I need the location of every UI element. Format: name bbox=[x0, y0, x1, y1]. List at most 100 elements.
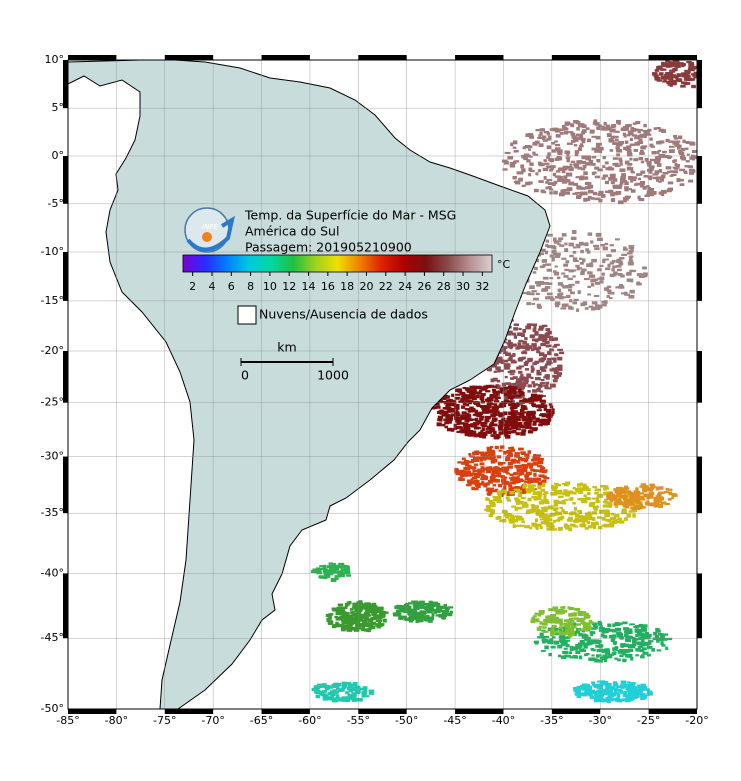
sst-pixel bbox=[653, 160, 659, 163]
sst-pixel bbox=[494, 479, 500, 483]
sst-pixel bbox=[339, 608, 345, 612]
sst-pixel bbox=[335, 694, 340, 698]
sst-pixel bbox=[626, 513, 632, 518]
sst-pixel bbox=[655, 495, 662, 499]
sst-pixel bbox=[365, 616, 370, 620]
sst-pixel bbox=[509, 161, 516, 166]
sst-pixel bbox=[604, 498, 608, 502]
lon-tick-label: -80° bbox=[105, 714, 128, 727]
sst-pixel bbox=[510, 487, 515, 492]
sst-pixel bbox=[472, 477, 478, 480]
sst-pixel bbox=[557, 282, 563, 286]
sst-pixel bbox=[408, 612, 412, 616]
sst-pixel bbox=[607, 501, 613, 506]
sst-pixel bbox=[637, 195, 641, 200]
sst-pixel bbox=[579, 257, 583, 261]
sst-pixel bbox=[513, 327, 519, 331]
frame-bar bbox=[261, 709, 310, 714]
sst-pixel bbox=[638, 157, 644, 161]
sst-pixel bbox=[680, 155, 686, 159]
sst-pixel bbox=[560, 515, 565, 519]
sst-pixel bbox=[630, 269, 637, 273]
sst-pixel bbox=[525, 511, 531, 515]
sst-pixel bbox=[608, 189, 614, 194]
sst-pixel bbox=[524, 400, 530, 404]
sst-pixel bbox=[408, 605, 412, 609]
sst-pixel bbox=[536, 372, 541, 376]
sst-pixel bbox=[544, 506, 549, 511]
sst-pixel bbox=[490, 487, 494, 492]
sst-pixel bbox=[629, 157, 633, 161]
sst-pixel bbox=[640, 160, 645, 164]
sst-pixel bbox=[523, 153, 530, 158]
sst-pixel bbox=[577, 687, 581, 692]
sst-pixel bbox=[628, 500, 633, 504]
sst-pixel bbox=[650, 158, 656, 162]
sst-pixel bbox=[690, 78, 696, 81]
sst-pixel bbox=[542, 135, 547, 139]
sst-pixel bbox=[601, 682, 607, 686]
sst-pixel bbox=[543, 376, 547, 379]
sst-pixel bbox=[642, 266, 647, 270]
sst-pixel bbox=[582, 191, 588, 196]
sst-pixel bbox=[613, 518, 618, 522]
sst-pixel bbox=[513, 323, 520, 326]
sst-pixel bbox=[554, 301, 561, 306]
sst-pixel bbox=[473, 426, 480, 430]
sst-pixel bbox=[593, 119, 598, 124]
sst-pixel bbox=[525, 377, 529, 381]
sst-pixel bbox=[630, 656, 634, 661]
sst-pixel bbox=[577, 498, 582, 501]
sst-pixel bbox=[624, 160, 630, 165]
sst-pixel bbox=[591, 274, 596, 278]
sst-pixel bbox=[546, 179, 553, 182]
lat-tick-label: -30° bbox=[41, 450, 64, 463]
sst-pixel bbox=[608, 491, 614, 495]
sst-pixel bbox=[538, 625, 542, 629]
sst-pixel bbox=[691, 154, 695, 159]
sst-pixel bbox=[647, 640, 654, 643]
sst-pixel bbox=[375, 619, 382, 622]
sst-pixel bbox=[533, 454, 537, 458]
sst-pixel bbox=[510, 419, 516, 422]
sst-pixel bbox=[544, 162, 550, 165]
sst-pixel bbox=[521, 395, 525, 398]
sst-pixel bbox=[334, 697, 341, 700]
sst-pixel bbox=[595, 521, 599, 526]
sst-pixel bbox=[608, 635, 614, 639]
sst-pixel bbox=[609, 173, 616, 178]
sst-pixel bbox=[630, 246, 634, 251]
sst-pixel bbox=[673, 137, 678, 140]
sst-pixel bbox=[568, 242, 574, 247]
sst-pixel bbox=[570, 132, 576, 136]
sst-pixel bbox=[515, 418, 521, 422]
sst-pixel bbox=[529, 413, 536, 417]
sst-pixel bbox=[592, 278, 599, 282]
sst-pixel bbox=[524, 474, 529, 478]
sst-pixel bbox=[617, 658, 621, 662]
sst-pixel bbox=[548, 335, 554, 338]
sst-pixel bbox=[568, 181, 575, 186]
sst-pixel bbox=[507, 453, 514, 458]
sst-pixel bbox=[620, 168, 626, 173]
lon-tick-label: -25° bbox=[637, 714, 660, 727]
sst-pixel bbox=[603, 122, 607, 126]
sst-pixel bbox=[510, 425, 515, 430]
sst-pixel bbox=[524, 337, 528, 341]
sst-pixel bbox=[613, 178, 618, 182]
sst-pixel bbox=[528, 167, 533, 172]
sst-pixel bbox=[649, 137, 653, 141]
sst-pixel bbox=[631, 134, 638, 137]
sst-pixel bbox=[356, 622, 362, 625]
sst-pixel bbox=[644, 501, 650, 505]
sst-pixel bbox=[578, 267, 583, 270]
sst-pixel bbox=[322, 697, 329, 701]
sst-pixel bbox=[346, 686, 350, 691]
sst-pixel bbox=[680, 63, 687, 66]
sst-pixel bbox=[509, 354, 514, 358]
sst-pixel bbox=[478, 419, 482, 424]
sst-pixel bbox=[525, 343, 530, 347]
sst-pixel bbox=[529, 396, 534, 401]
sst-pixel bbox=[552, 374, 557, 378]
sst-pixel bbox=[628, 648, 634, 653]
